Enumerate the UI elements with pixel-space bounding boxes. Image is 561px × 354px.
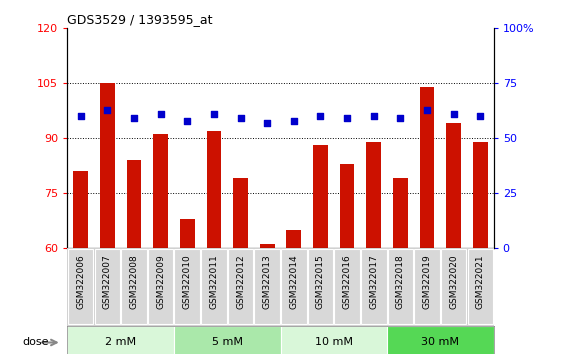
Text: GSM322018: GSM322018 bbox=[396, 254, 405, 309]
FancyBboxPatch shape bbox=[94, 249, 120, 324]
FancyBboxPatch shape bbox=[414, 249, 440, 324]
Text: GSM322014: GSM322014 bbox=[289, 254, 298, 309]
Point bbox=[76, 113, 85, 119]
Text: GSM322016: GSM322016 bbox=[343, 254, 352, 309]
FancyBboxPatch shape bbox=[281, 249, 307, 324]
Point bbox=[156, 111, 165, 117]
Point bbox=[449, 111, 458, 117]
Point bbox=[263, 120, 272, 126]
Bar bbox=[180, 218, 195, 248]
Bar bbox=[313, 145, 328, 248]
FancyBboxPatch shape bbox=[254, 249, 280, 324]
Text: 30 mM: 30 mM bbox=[421, 337, 459, 348]
Point bbox=[476, 113, 485, 119]
Point bbox=[343, 115, 352, 121]
FancyBboxPatch shape bbox=[388, 249, 413, 324]
Point bbox=[369, 113, 378, 119]
Text: GSM322007: GSM322007 bbox=[103, 254, 112, 309]
Point bbox=[209, 111, 218, 117]
Text: GSM322019: GSM322019 bbox=[422, 254, 431, 309]
Bar bbox=[366, 142, 381, 248]
Text: GSM322021: GSM322021 bbox=[476, 254, 485, 309]
Text: GSM322009: GSM322009 bbox=[156, 254, 165, 309]
Bar bbox=[127, 160, 141, 248]
Bar bbox=[340, 164, 355, 248]
Text: 5 mM: 5 mM bbox=[211, 337, 243, 348]
FancyBboxPatch shape bbox=[201, 249, 227, 324]
Bar bbox=[387, 326, 494, 354]
Bar bbox=[287, 229, 301, 248]
Text: 2 mM: 2 mM bbox=[105, 337, 136, 348]
Text: dose: dose bbox=[22, 337, 49, 348]
Text: GSM322008: GSM322008 bbox=[130, 254, 139, 309]
Text: GSM322015: GSM322015 bbox=[316, 254, 325, 309]
Point bbox=[422, 107, 431, 112]
Point bbox=[183, 118, 192, 123]
Bar bbox=[233, 178, 248, 248]
Bar bbox=[153, 135, 168, 248]
FancyBboxPatch shape bbox=[68, 249, 94, 324]
Bar bbox=[280, 326, 387, 354]
Point bbox=[396, 115, 405, 121]
Text: GSM322013: GSM322013 bbox=[263, 254, 272, 309]
Point bbox=[103, 107, 112, 112]
Point bbox=[289, 118, 298, 123]
Text: 10 mM: 10 mM bbox=[315, 337, 353, 348]
Text: GSM322011: GSM322011 bbox=[209, 254, 218, 309]
Bar bbox=[260, 244, 274, 248]
FancyBboxPatch shape bbox=[334, 249, 360, 324]
Bar bbox=[393, 178, 408, 248]
FancyBboxPatch shape bbox=[467, 249, 493, 324]
Point bbox=[236, 115, 245, 121]
FancyBboxPatch shape bbox=[148, 249, 173, 324]
Text: GDS3529 / 1393595_at: GDS3529 / 1393595_at bbox=[67, 13, 213, 26]
Bar bbox=[67, 326, 174, 354]
Text: GSM322012: GSM322012 bbox=[236, 254, 245, 309]
Bar bbox=[473, 142, 488, 248]
Text: GSM322020: GSM322020 bbox=[449, 254, 458, 309]
Bar bbox=[420, 87, 434, 248]
Text: GSM322006: GSM322006 bbox=[76, 254, 85, 309]
Bar bbox=[73, 171, 88, 248]
FancyBboxPatch shape bbox=[174, 249, 200, 324]
FancyBboxPatch shape bbox=[361, 249, 387, 324]
Point bbox=[130, 115, 139, 121]
Bar bbox=[206, 131, 221, 248]
Text: GSM322010: GSM322010 bbox=[183, 254, 192, 309]
Bar bbox=[100, 83, 114, 248]
Point bbox=[316, 113, 325, 119]
Bar bbox=[174, 326, 280, 354]
Text: GSM322017: GSM322017 bbox=[369, 254, 378, 309]
FancyBboxPatch shape bbox=[307, 249, 333, 324]
FancyBboxPatch shape bbox=[441, 249, 467, 324]
FancyBboxPatch shape bbox=[121, 249, 147, 324]
Bar bbox=[447, 124, 461, 248]
FancyBboxPatch shape bbox=[228, 249, 254, 324]
